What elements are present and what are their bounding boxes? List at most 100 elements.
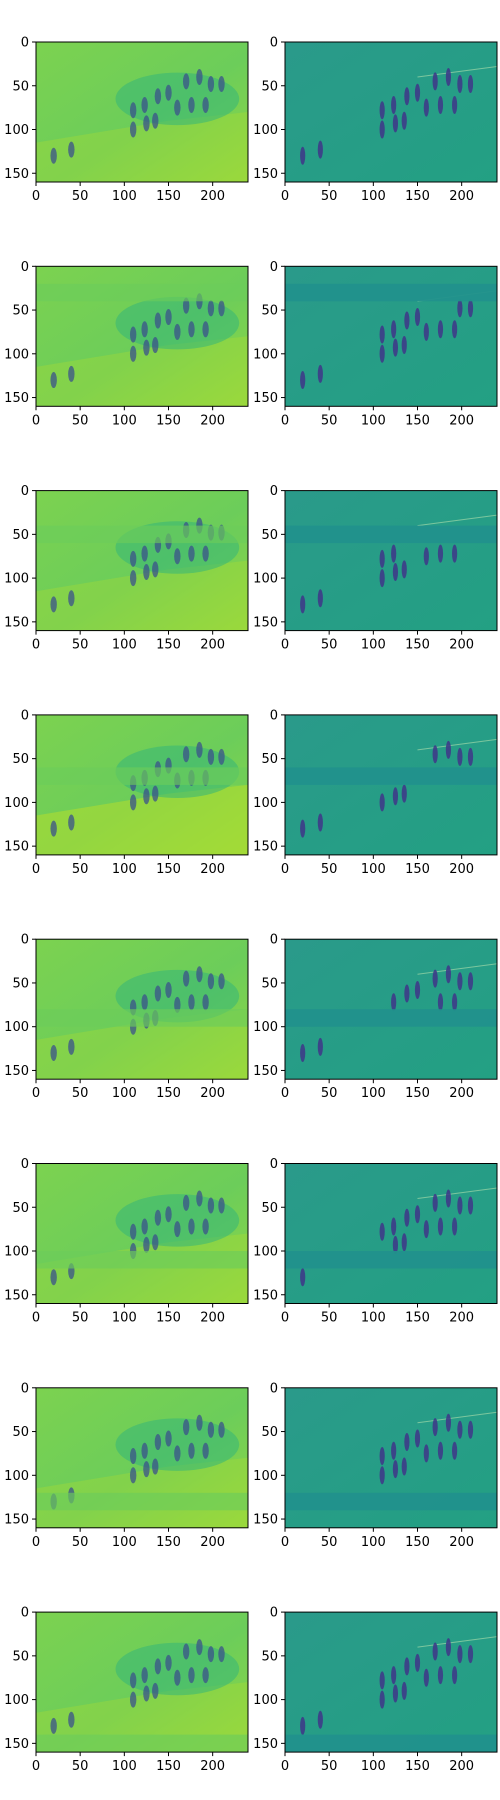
masked-band (36, 1492, 248, 1511)
person-mark (50, 596, 57, 613)
person-mark (68, 141, 75, 158)
x-tick-label: 50 (321, 413, 338, 428)
x-tick-label: 50 (321, 862, 338, 877)
person-mark (141, 1667, 148, 1684)
person-mark (379, 1690, 385, 1709)
y-tick-label: 150 (4, 167, 29, 182)
reconstruction-panel: 0 50 100 150 200 0 50 100 150 (4, 1606, 249, 1774)
person-mark (317, 589, 323, 608)
x-tick-label: 50 (72, 1535, 89, 1550)
person-mark (392, 787, 399, 806)
y-tick-label: 150 (253, 1064, 278, 1079)
person-mark (300, 371, 306, 390)
person-mark (50, 147, 57, 164)
person-mark (188, 1218, 195, 1235)
person-mark (437, 993, 444, 1012)
person-mark (300, 1716, 306, 1735)
x-tick-label: 0 (281, 1086, 289, 1101)
person-mark (188, 545, 195, 562)
person-mark (457, 747, 463, 766)
person-mark (207, 300, 215, 317)
person-mark (143, 563, 150, 580)
x-tick-label: 150 (156, 1759, 181, 1774)
person-mark (401, 784, 407, 803)
y-tick-label: 100 (4, 123, 29, 138)
person-mark (423, 547, 429, 566)
person-mark (152, 1234, 159, 1251)
person-mark (129, 1691, 137, 1708)
x-tick-label: 100 (112, 413, 137, 428)
person-mark (379, 549, 385, 568)
person-mark (218, 1197, 225, 1214)
x-tick-label: 200 (449, 189, 474, 204)
y-tick-label: 100 (253, 796, 278, 811)
person-mark (68, 1711, 75, 1728)
person-mark (129, 1448, 137, 1465)
person-mark (300, 1043, 306, 1062)
y-tick-label: 100 (4, 1245, 29, 1260)
person-mark (445, 1189, 452, 1208)
y-tick-label: 100 (4, 572, 29, 587)
x-tick-label: 100 (112, 189, 137, 204)
person-mark (379, 120, 385, 139)
axes-frame (284, 1611, 498, 1753)
y-tick-label: 100 (253, 1020, 278, 1035)
x-tick-label: 50 (321, 1086, 338, 1101)
person-mark (317, 1710, 323, 1729)
person-mark (392, 1684, 399, 1703)
person-mark (467, 1420, 474, 1439)
x-tick-label: 150 (405, 1759, 430, 1774)
person-mark (196, 1414, 203, 1431)
x-tick-label: 100 (112, 1535, 137, 1550)
x-tick-label: 0 (32, 638, 40, 653)
person-mark (129, 326, 137, 343)
person-mark (452, 96, 458, 114)
person-mark (196, 1639, 203, 1656)
person-mark (467, 75, 474, 93)
x-tick-label: 100 (112, 1086, 137, 1101)
person-mark (457, 972, 463, 991)
x-tick-label: 150 (405, 1311, 430, 1326)
x-tick-label: 100 (112, 862, 137, 877)
image-background (285, 939, 497, 1080)
y-tick-label: 50 (12, 976, 29, 991)
person-mark (457, 1645, 463, 1664)
x-tick-label: 200 (200, 1759, 225, 1774)
y-tick-label: 100 (253, 572, 278, 587)
image-background (285, 1612, 497, 1753)
x-tick-label: 0 (281, 1535, 289, 1550)
person-mark (152, 785, 159, 802)
y-tick-label: 0 (21, 708, 29, 723)
x-tick-label: 200 (200, 1311, 225, 1326)
y-tick-label: 50 (12, 752, 29, 767)
person-mark (154, 1209, 162, 1226)
x-tick-label: 0 (281, 1759, 289, 1774)
person-mark (379, 1447, 385, 1466)
y-tick-label: 150 (253, 615, 278, 630)
person-mark (379, 1671, 385, 1690)
person-mark (317, 140, 323, 159)
person-mark (202, 1667, 209, 1684)
y-tick-label: 50 (12, 1201, 29, 1216)
x-tick-label: 0 (281, 1311, 289, 1326)
field-region (36, 336, 248, 407)
person-mark (401, 111, 407, 130)
image-background (285, 42, 497, 182)
person-mark (391, 993, 397, 1012)
person-mark (68, 590, 75, 607)
person-mark (129, 121, 137, 138)
person-mark (452, 993, 458, 1012)
y-tick-label: 50 (261, 528, 278, 543)
x-tick-label: 150 (405, 413, 430, 428)
person-mark (196, 741, 203, 758)
x-tick-label: 200 (200, 1535, 225, 1550)
axes-frame (284, 714, 498, 856)
person-mark (152, 112, 159, 129)
masked-band (285, 1734, 497, 1753)
masked-band (285, 1009, 497, 1027)
person-mark (404, 311, 410, 330)
person-mark (379, 344, 385, 363)
person-mark (414, 1205, 421, 1224)
reconstruction-panel: 0 50 100 150 200 0 50 100 150 (4, 260, 249, 428)
y-tick-label: 150 (253, 1513, 278, 1528)
